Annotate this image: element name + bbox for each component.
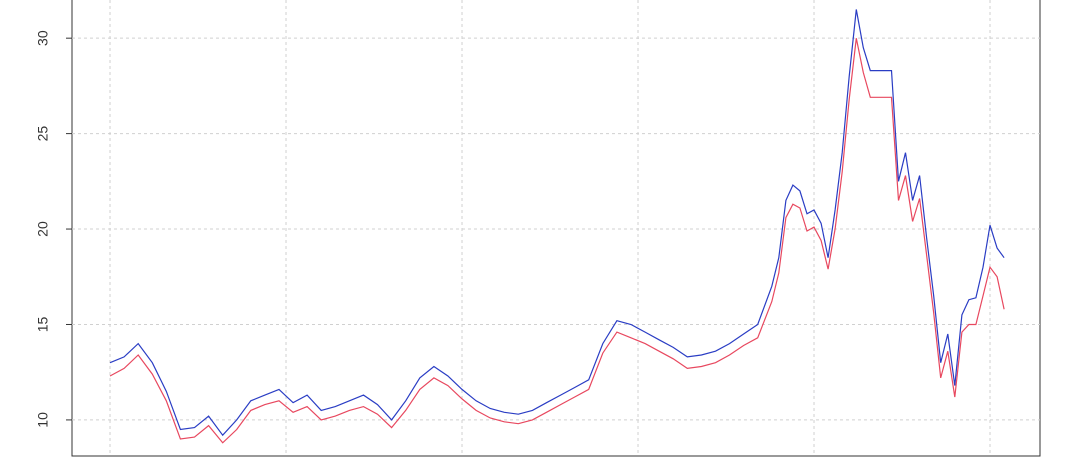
y-tick-label: 30 [35, 30, 51, 46]
data-line [109, 9, 1005, 437]
y-tick-label: 10 [35, 412, 51, 428]
data-line [109, 38, 1005, 444]
y-tick-label: 20 [35, 221, 51, 237]
y-tick-label: 25 [35, 126, 51, 142]
y-tick-label: 15 [35, 316, 51, 332]
plot-frame [71, 0, 1041, 457]
